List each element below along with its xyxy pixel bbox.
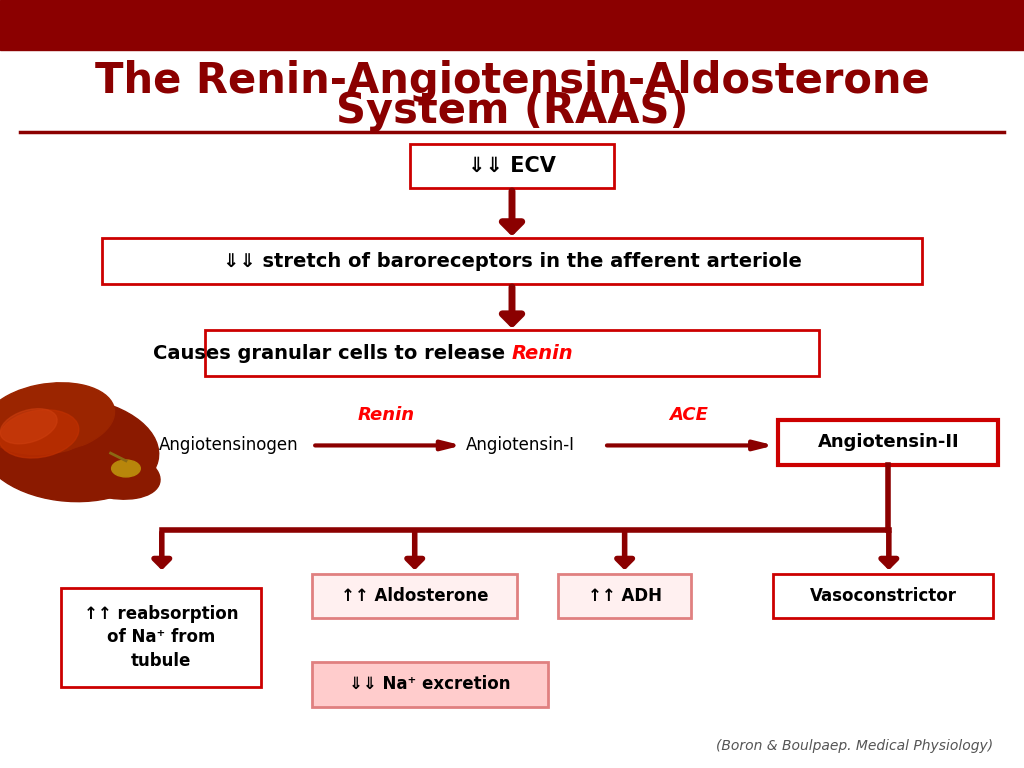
Text: The Renin-Angiotensin-Aldosterone: The Renin-Angiotensin-Aldosterone bbox=[94, 60, 930, 101]
FancyBboxPatch shape bbox=[102, 238, 922, 284]
Text: Angiotensinogen: Angiotensinogen bbox=[159, 436, 298, 455]
Text: Angiotensin-II: Angiotensin-II bbox=[817, 433, 959, 452]
Bar bbox=[0, 0, 1024, 50]
Ellipse shape bbox=[0, 397, 159, 502]
Ellipse shape bbox=[0, 409, 57, 444]
FancyBboxPatch shape bbox=[558, 574, 691, 618]
FancyBboxPatch shape bbox=[778, 420, 998, 465]
FancyBboxPatch shape bbox=[205, 330, 819, 376]
Text: ⇓⇓ ECV: ⇓⇓ ECV bbox=[468, 156, 556, 176]
Text: ↑↑ reabsorption
of Na⁺ from
tubule: ↑↑ reabsorption of Na⁺ from tubule bbox=[84, 605, 239, 670]
Ellipse shape bbox=[112, 460, 140, 477]
Text: ↑↑ Aldosterone: ↑↑ Aldosterone bbox=[341, 587, 488, 605]
Ellipse shape bbox=[0, 382, 115, 455]
FancyBboxPatch shape bbox=[61, 588, 261, 687]
Text: Renin: Renin bbox=[512, 344, 573, 362]
Text: Angiotensin-I: Angiotensin-I bbox=[466, 436, 574, 455]
Text: ↑↑ ADH: ↑↑ ADH bbox=[588, 587, 662, 605]
FancyBboxPatch shape bbox=[410, 144, 614, 188]
Text: (Boron & Boulpaep. Medical Physiology): (Boron & Boulpaep. Medical Physiology) bbox=[716, 739, 993, 753]
Text: System (RAAS): System (RAAS) bbox=[336, 91, 688, 132]
Text: Vasoconstrictor: Vasoconstrictor bbox=[810, 587, 956, 605]
Ellipse shape bbox=[0, 410, 79, 458]
Text: Renin: Renin bbox=[358, 406, 415, 424]
FancyBboxPatch shape bbox=[773, 574, 993, 618]
Text: ACE: ACE bbox=[670, 406, 708, 424]
Ellipse shape bbox=[61, 445, 160, 499]
FancyBboxPatch shape bbox=[312, 574, 517, 618]
Text: ⇓⇓ stretch of baroreceptors in the afferent arteriole: ⇓⇓ stretch of baroreceptors in the affer… bbox=[222, 252, 802, 270]
Text: ⇓⇓ Na⁺ excretion: ⇓⇓ Na⁺ excretion bbox=[349, 675, 511, 694]
Text: Causes granular cells to release: Causes granular cells to release bbox=[154, 344, 512, 362]
FancyBboxPatch shape bbox=[312, 662, 548, 707]
